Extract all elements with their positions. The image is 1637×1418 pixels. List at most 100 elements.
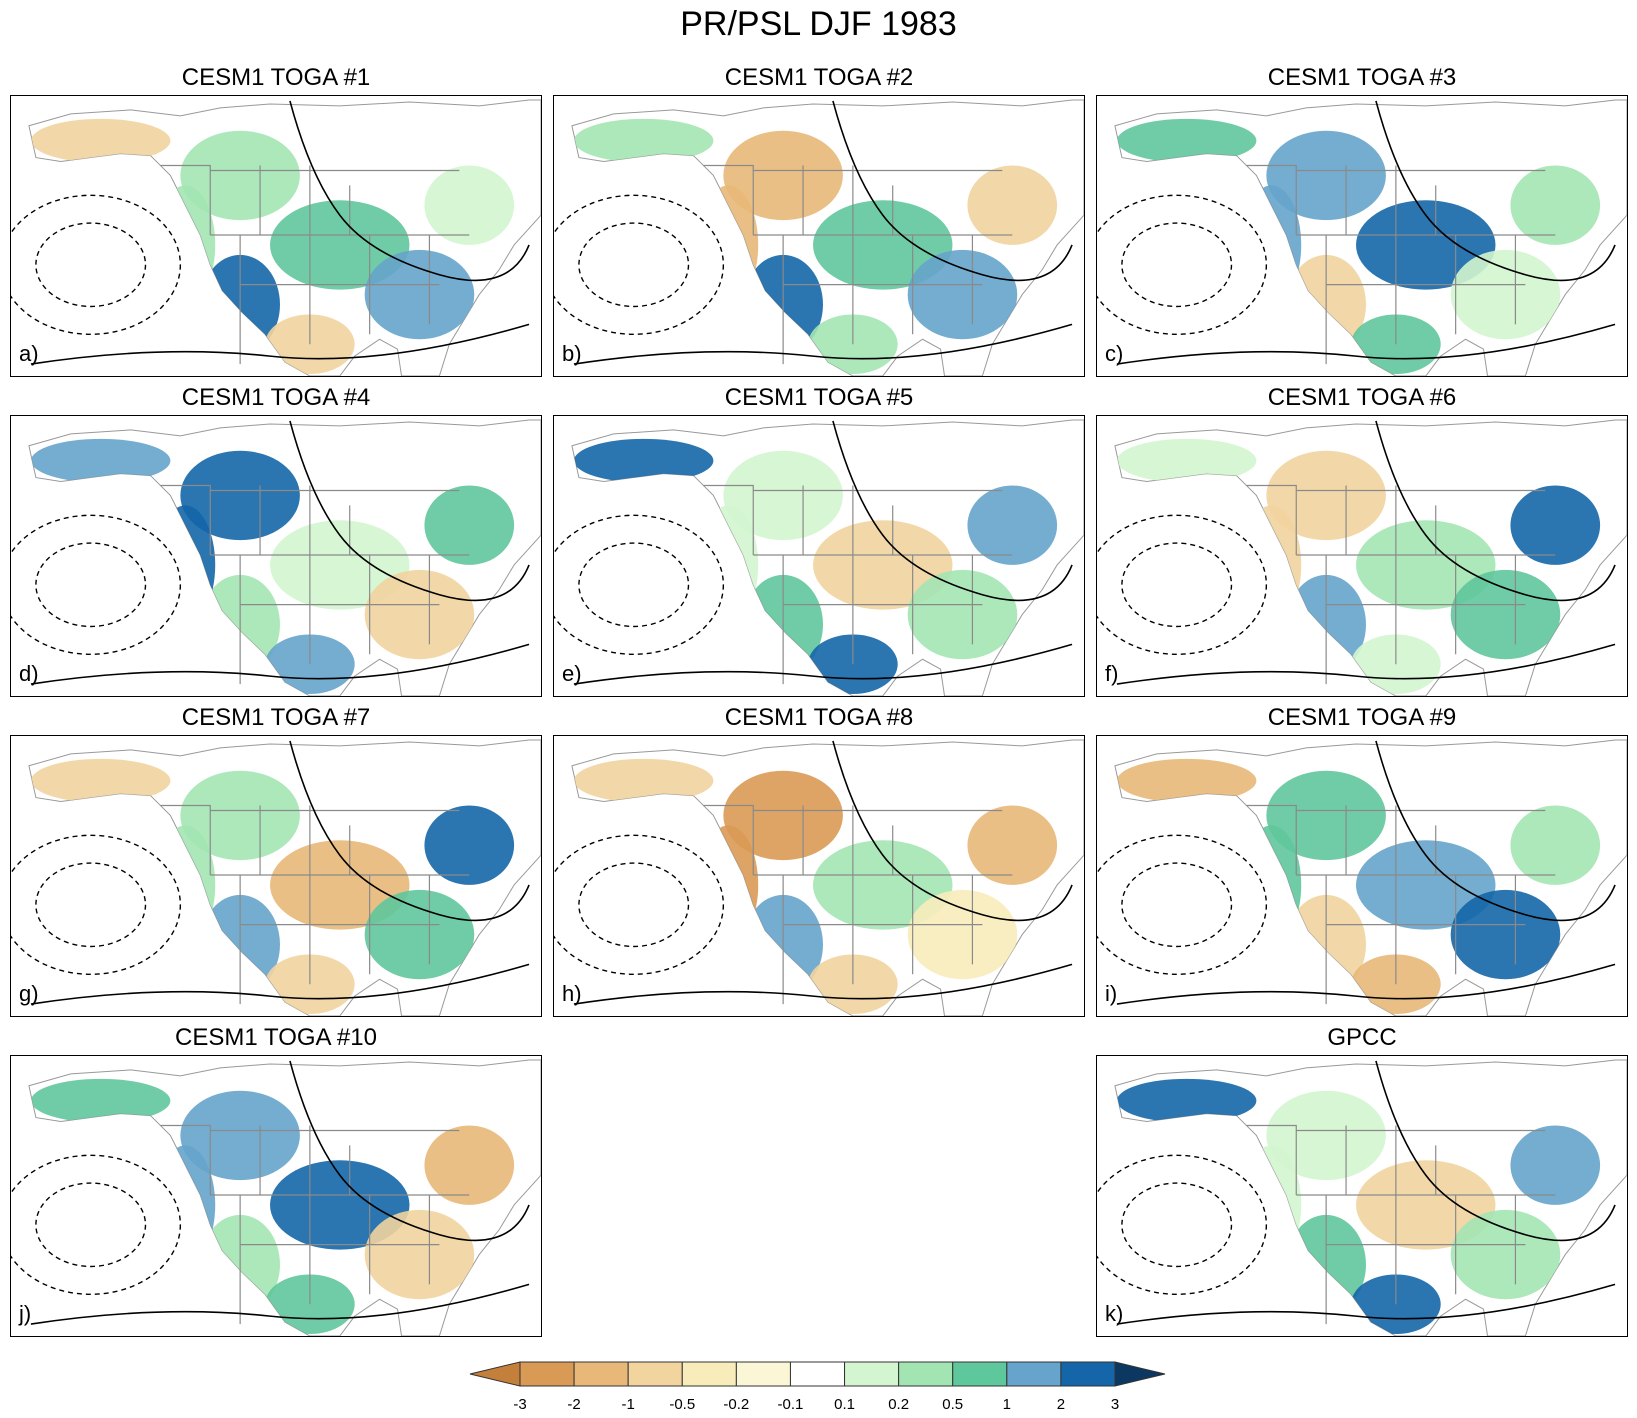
panel-letter: d) bbox=[19, 661, 39, 686]
precip-shading bbox=[1510, 1125, 1601, 1205]
colorbar-tick-label: 0.1 bbox=[834, 1396, 855, 1413]
panel-letter: j) bbox=[19, 1301, 32, 1326]
colorbar-box bbox=[627, 1361, 683, 1387]
precip-shading bbox=[813, 840, 953, 930]
precip-shading bbox=[1116, 118, 1257, 163]
colorbar-tick-label: 2 bbox=[1056, 1396, 1066, 1413]
psl-contour-negative bbox=[35, 542, 147, 628]
psl-contour-zero bbox=[573, 323, 1073, 365]
colorbar-box bbox=[573, 1361, 629, 1387]
psl-contour-negative bbox=[1121, 542, 1233, 628]
panel-letter: k) bbox=[1105, 1301, 1124, 1326]
precip-shading bbox=[364, 249, 475, 340]
colorbar-tick-label: -2 bbox=[567, 1396, 581, 1413]
psl-contour-positive bbox=[832, 420, 1073, 602]
colorbar-tick-label: -0.5 bbox=[669, 1396, 696, 1413]
precip-shading bbox=[1450, 249, 1561, 340]
colorbar-box bbox=[789, 1361, 846, 1387]
psl-contour-negative bbox=[35, 1182, 147, 1268]
precip-shading bbox=[155, 185, 216, 305]
precip-shading bbox=[813, 200, 953, 290]
precip-shading bbox=[1450, 569, 1561, 660]
panel-letter: g) bbox=[19, 981, 39, 1006]
precip-shading bbox=[698, 825, 759, 945]
map-panel: CESM1 TOGA #4 d) bbox=[10, 384, 542, 697]
precip-shading bbox=[1241, 825, 1302, 945]
psl-contour-negative bbox=[11, 1154, 182, 1295]
psl-contour-zero bbox=[30, 963, 530, 1005]
precip-shading bbox=[155, 825, 216, 945]
psl-contour-positive bbox=[832, 740, 1073, 922]
psl-contour-positive bbox=[1375, 740, 1616, 922]
panel-title: CESM1 TOGA #10 bbox=[175, 1024, 377, 1051]
map-frame: b) bbox=[553, 95, 1085, 377]
precip-shading bbox=[573, 118, 714, 163]
panel-letter: c) bbox=[1105, 341, 1124, 366]
map-frame: i) bbox=[1096, 735, 1628, 1017]
psl-contour-positive bbox=[1375, 100, 1616, 282]
panel-title: CESM1 TOGA #2 bbox=[724, 64, 914, 91]
colorbar-tick-label: 0.5 bbox=[942, 1396, 964, 1413]
psl-contour-negative bbox=[578, 862, 690, 948]
psl-contour-negative bbox=[554, 194, 725, 335]
map-frame: h) bbox=[553, 735, 1085, 1017]
panel-letter: i) bbox=[1105, 981, 1118, 1006]
precip-shading bbox=[30, 1078, 171, 1123]
precip-shading bbox=[573, 758, 714, 803]
political-borders bbox=[1246, 804, 1556, 1005]
colorbar-box bbox=[844, 1361, 900, 1387]
psl-contour-negative bbox=[11, 834, 182, 975]
map-svg bbox=[554, 99, 1084, 376]
panel-letter: e) bbox=[562, 661, 582, 686]
precip-shading bbox=[1241, 1145, 1302, 1265]
precip-shading bbox=[1510, 165, 1601, 245]
map-frame: c) bbox=[1096, 95, 1628, 377]
panel-letter: a) bbox=[19, 341, 39, 366]
map-svg bbox=[11, 419, 541, 696]
precip-shading bbox=[270, 200, 410, 290]
political-borders bbox=[703, 484, 1013, 685]
colorbar-tick-label: -0.1 bbox=[777, 1396, 804, 1413]
political-borders bbox=[1246, 484, 1556, 685]
panel-title: CESM1 TOGA #8 bbox=[724, 704, 914, 731]
precip-shading bbox=[30, 758, 171, 803]
precip-shading bbox=[364, 889, 475, 980]
political-borders bbox=[160, 1124, 470, 1325]
panel-title: CESM1 TOGA #7 bbox=[181, 704, 371, 731]
psl-contour-negative bbox=[35, 862, 147, 948]
precip-shading bbox=[1450, 889, 1561, 980]
psl-contour-negative bbox=[554, 514, 725, 655]
colorbar-tick-label: -0.2 bbox=[723, 1396, 750, 1413]
psl-contour-negative bbox=[1097, 514, 1268, 655]
map-panel: CESM1 TOGA #2 b) bbox=[553, 64, 1085, 377]
colorbar-tick-label: -1 bbox=[621, 1396, 635, 1413]
precip-shading bbox=[270, 520, 410, 610]
map-frame: k) bbox=[1096, 1055, 1628, 1337]
precip-shading bbox=[1241, 185, 1302, 305]
psl-contour-negative bbox=[1121, 862, 1233, 948]
map-panel: CESM1 TOGA #3 c) bbox=[1096, 64, 1628, 377]
psl-contour-zero bbox=[30, 1283, 530, 1325]
precip-shading bbox=[1510, 485, 1601, 565]
map-panel: CESM1 TOGA #6 f) bbox=[1096, 384, 1628, 697]
precip-shading bbox=[1116, 438, 1257, 483]
colorbar-box bbox=[952, 1361, 1008, 1387]
colorbar-box bbox=[1060, 1361, 1116, 1387]
psl-contour-zero bbox=[1116, 323, 1616, 365]
psl-contour-zero bbox=[1116, 1283, 1616, 1325]
panel-letter: b) bbox=[562, 341, 582, 366]
map-svg bbox=[554, 739, 1084, 1016]
psl-contour-positive bbox=[289, 1060, 530, 1242]
panel-letter: h) bbox=[562, 981, 582, 1006]
precip-shading bbox=[155, 1145, 216, 1265]
precip-shading bbox=[30, 118, 171, 163]
psl-contour-negative bbox=[1121, 222, 1233, 308]
precip-shading bbox=[1241, 505, 1302, 625]
psl-contour-zero bbox=[1116, 643, 1616, 685]
colorbar-max-arrow bbox=[1114, 1361, 1166, 1387]
map-panel: CESM1 TOGA #9 i) bbox=[1096, 704, 1628, 1017]
psl-contour-zero bbox=[30, 323, 530, 365]
psl-contour-zero bbox=[1116, 963, 1616, 1005]
map-svg bbox=[1097, 1059, 1627, 1336]
map-svg bbox=[1097, 739, 1627, 1016]
